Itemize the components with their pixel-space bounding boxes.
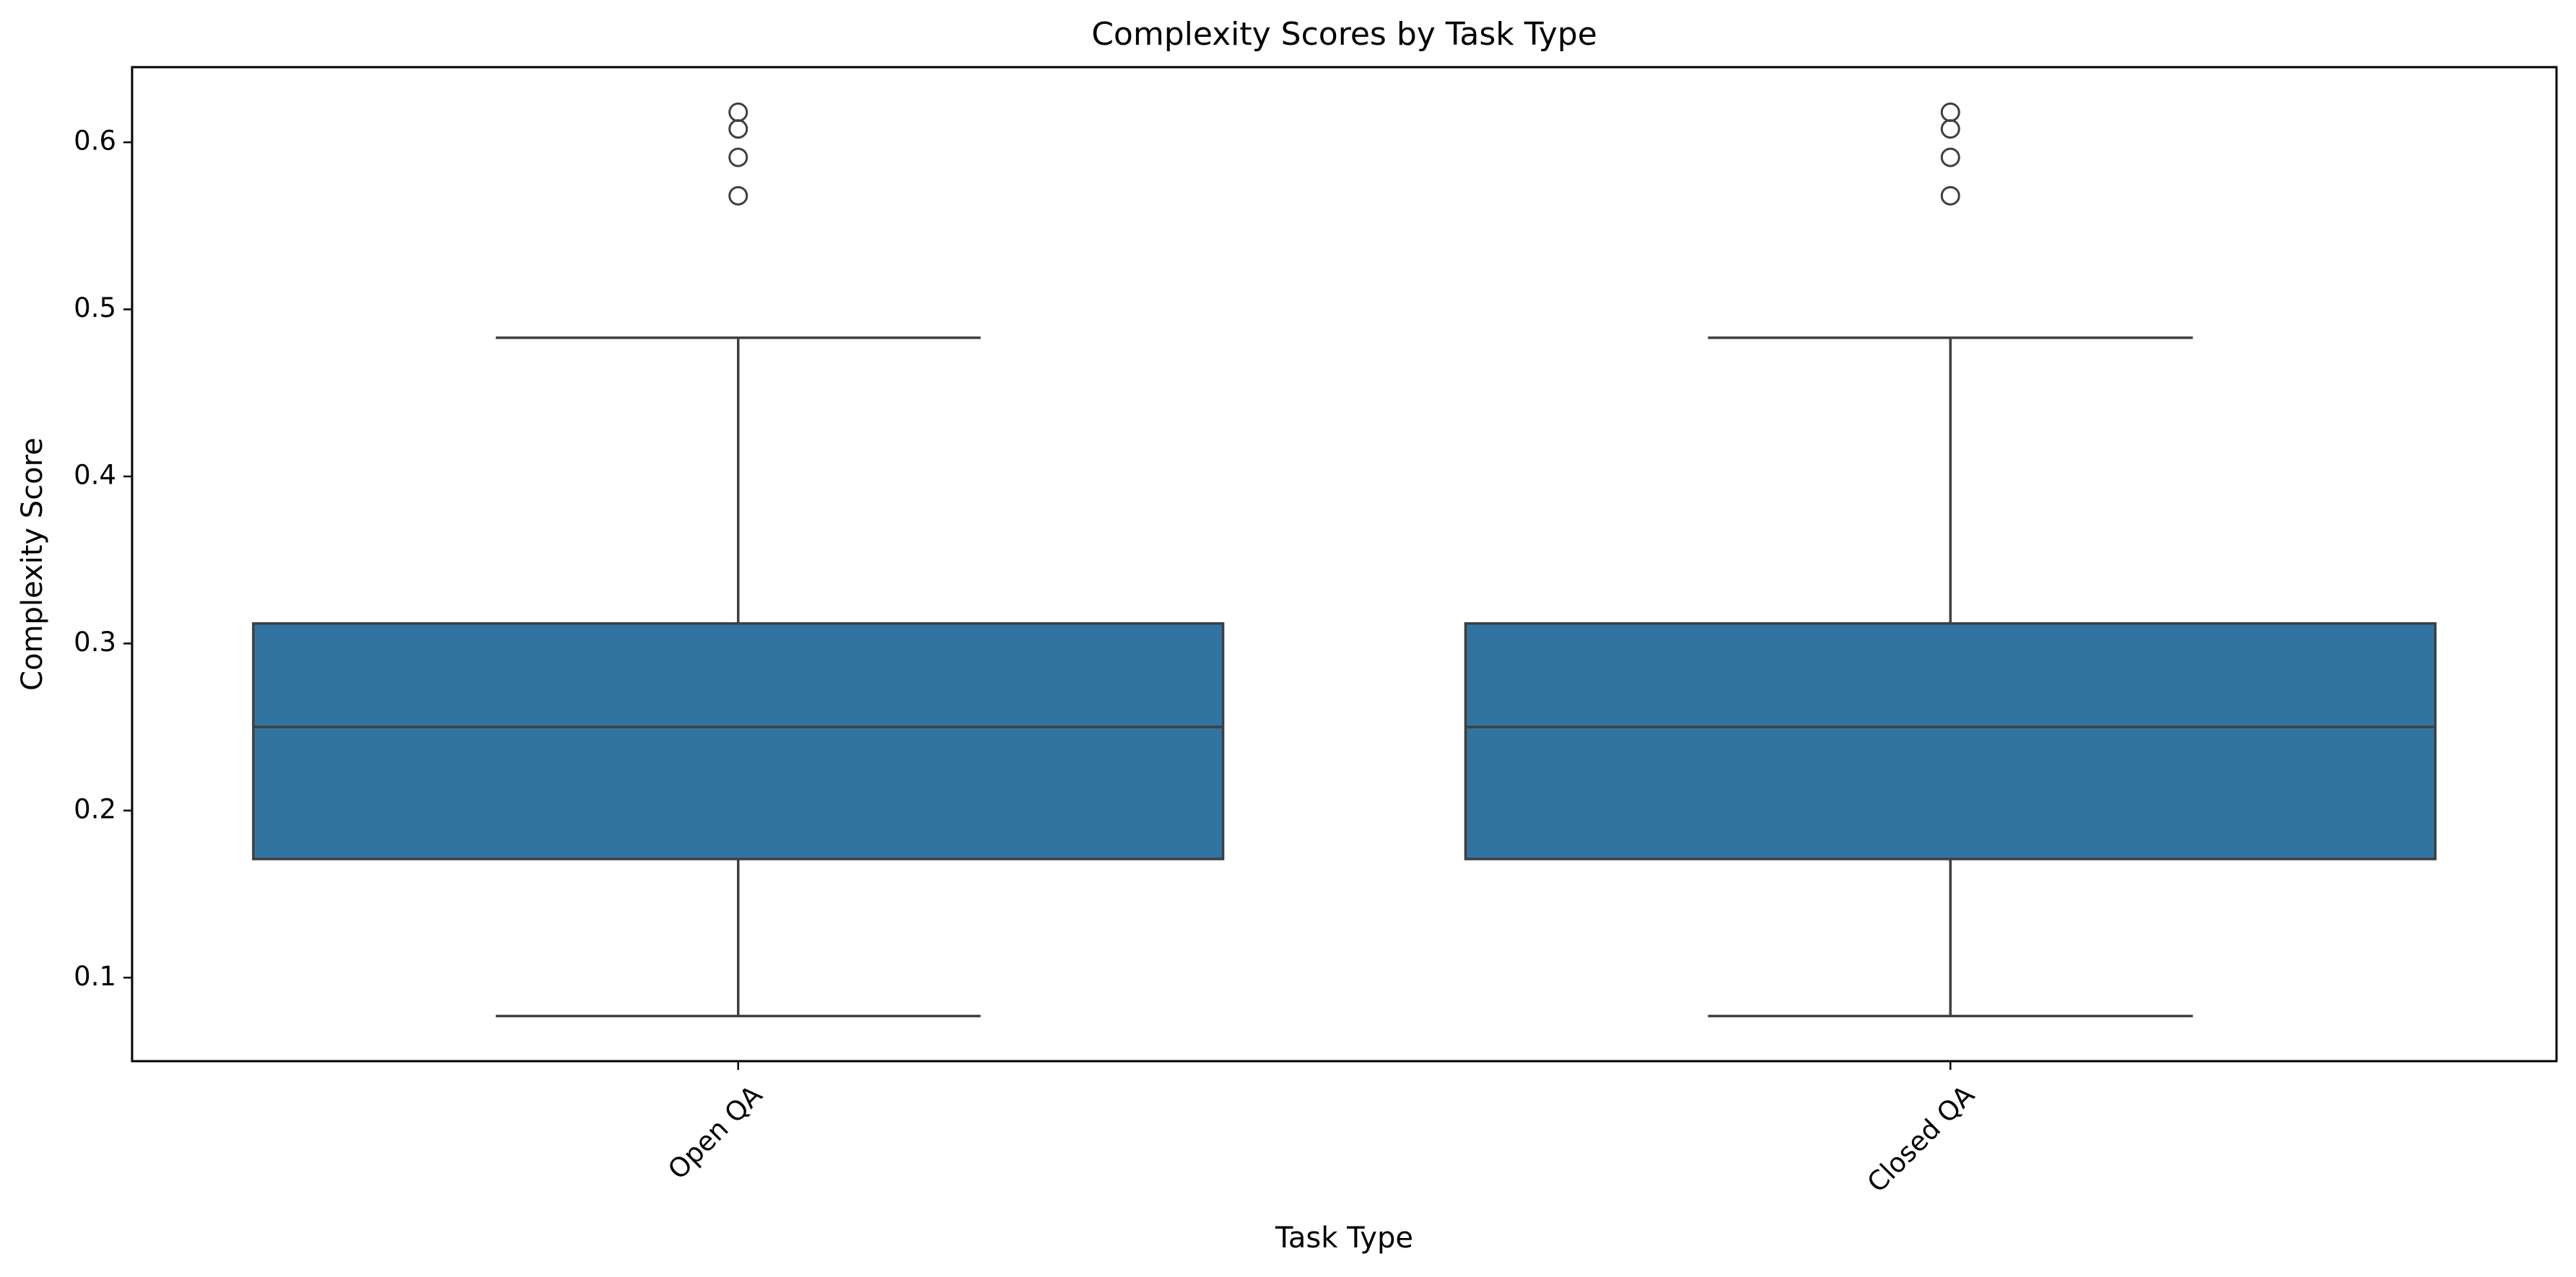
x-tick-label: Closed QA — [1861, 1079, 1981, 1198]
plot-frame — [131, 66, 2558, 1063]
outlier-point — [728, 102, 748, 122]
y-tick-label: 0.2 — [74, 793, 116, 824]
outlier-point — [728, 147, 748, 167]
y-axis-label: Complexity Score — [16, 437, 49, 691]
outlier-point — [1940, 186, 1960, 206]
iqr-box — [1464, 622, 2437, 860]
plot-area: 0.1 0.2 0.3 0.4 0.5 0.6 Open QA Closed QA — [74, 66, 2558, 1198]
y-tick-label: 0.1 — [74, 961, 116, 992]
y-tick-label: 0.5 — [74, 292, 116, 323]
y-tick-label: 0.6 — [74, 126, 116, 157]
outlier-point — [1940, 147, 1960, 167]
iqr-box — [252, 622, 1225, 860]
x-axis-label: Task Type — [1275, 1221, 1413, 1255]
outlier-point — [1940, 119, 1960, 139]
outlier-point — [728, 119, 748, 139]
box-group — [252, 102, 1225, 1018]
y-tick-label: 0.3 — [74, 627, 116, 658]
box-group — [1464, 102, 2437, 1018]
y-tick-label: 0.4 — [74, 460, 116, 491]
x-tick-label: Open QA — [662, 1079, 768, 1185]
chart-title: Complexity Scores by Task Type — [1091, 16, 1597, 53]
outlier-point — [1940, 102, 1960, 122]
outlier-point — [728, 186, 748, 206]
